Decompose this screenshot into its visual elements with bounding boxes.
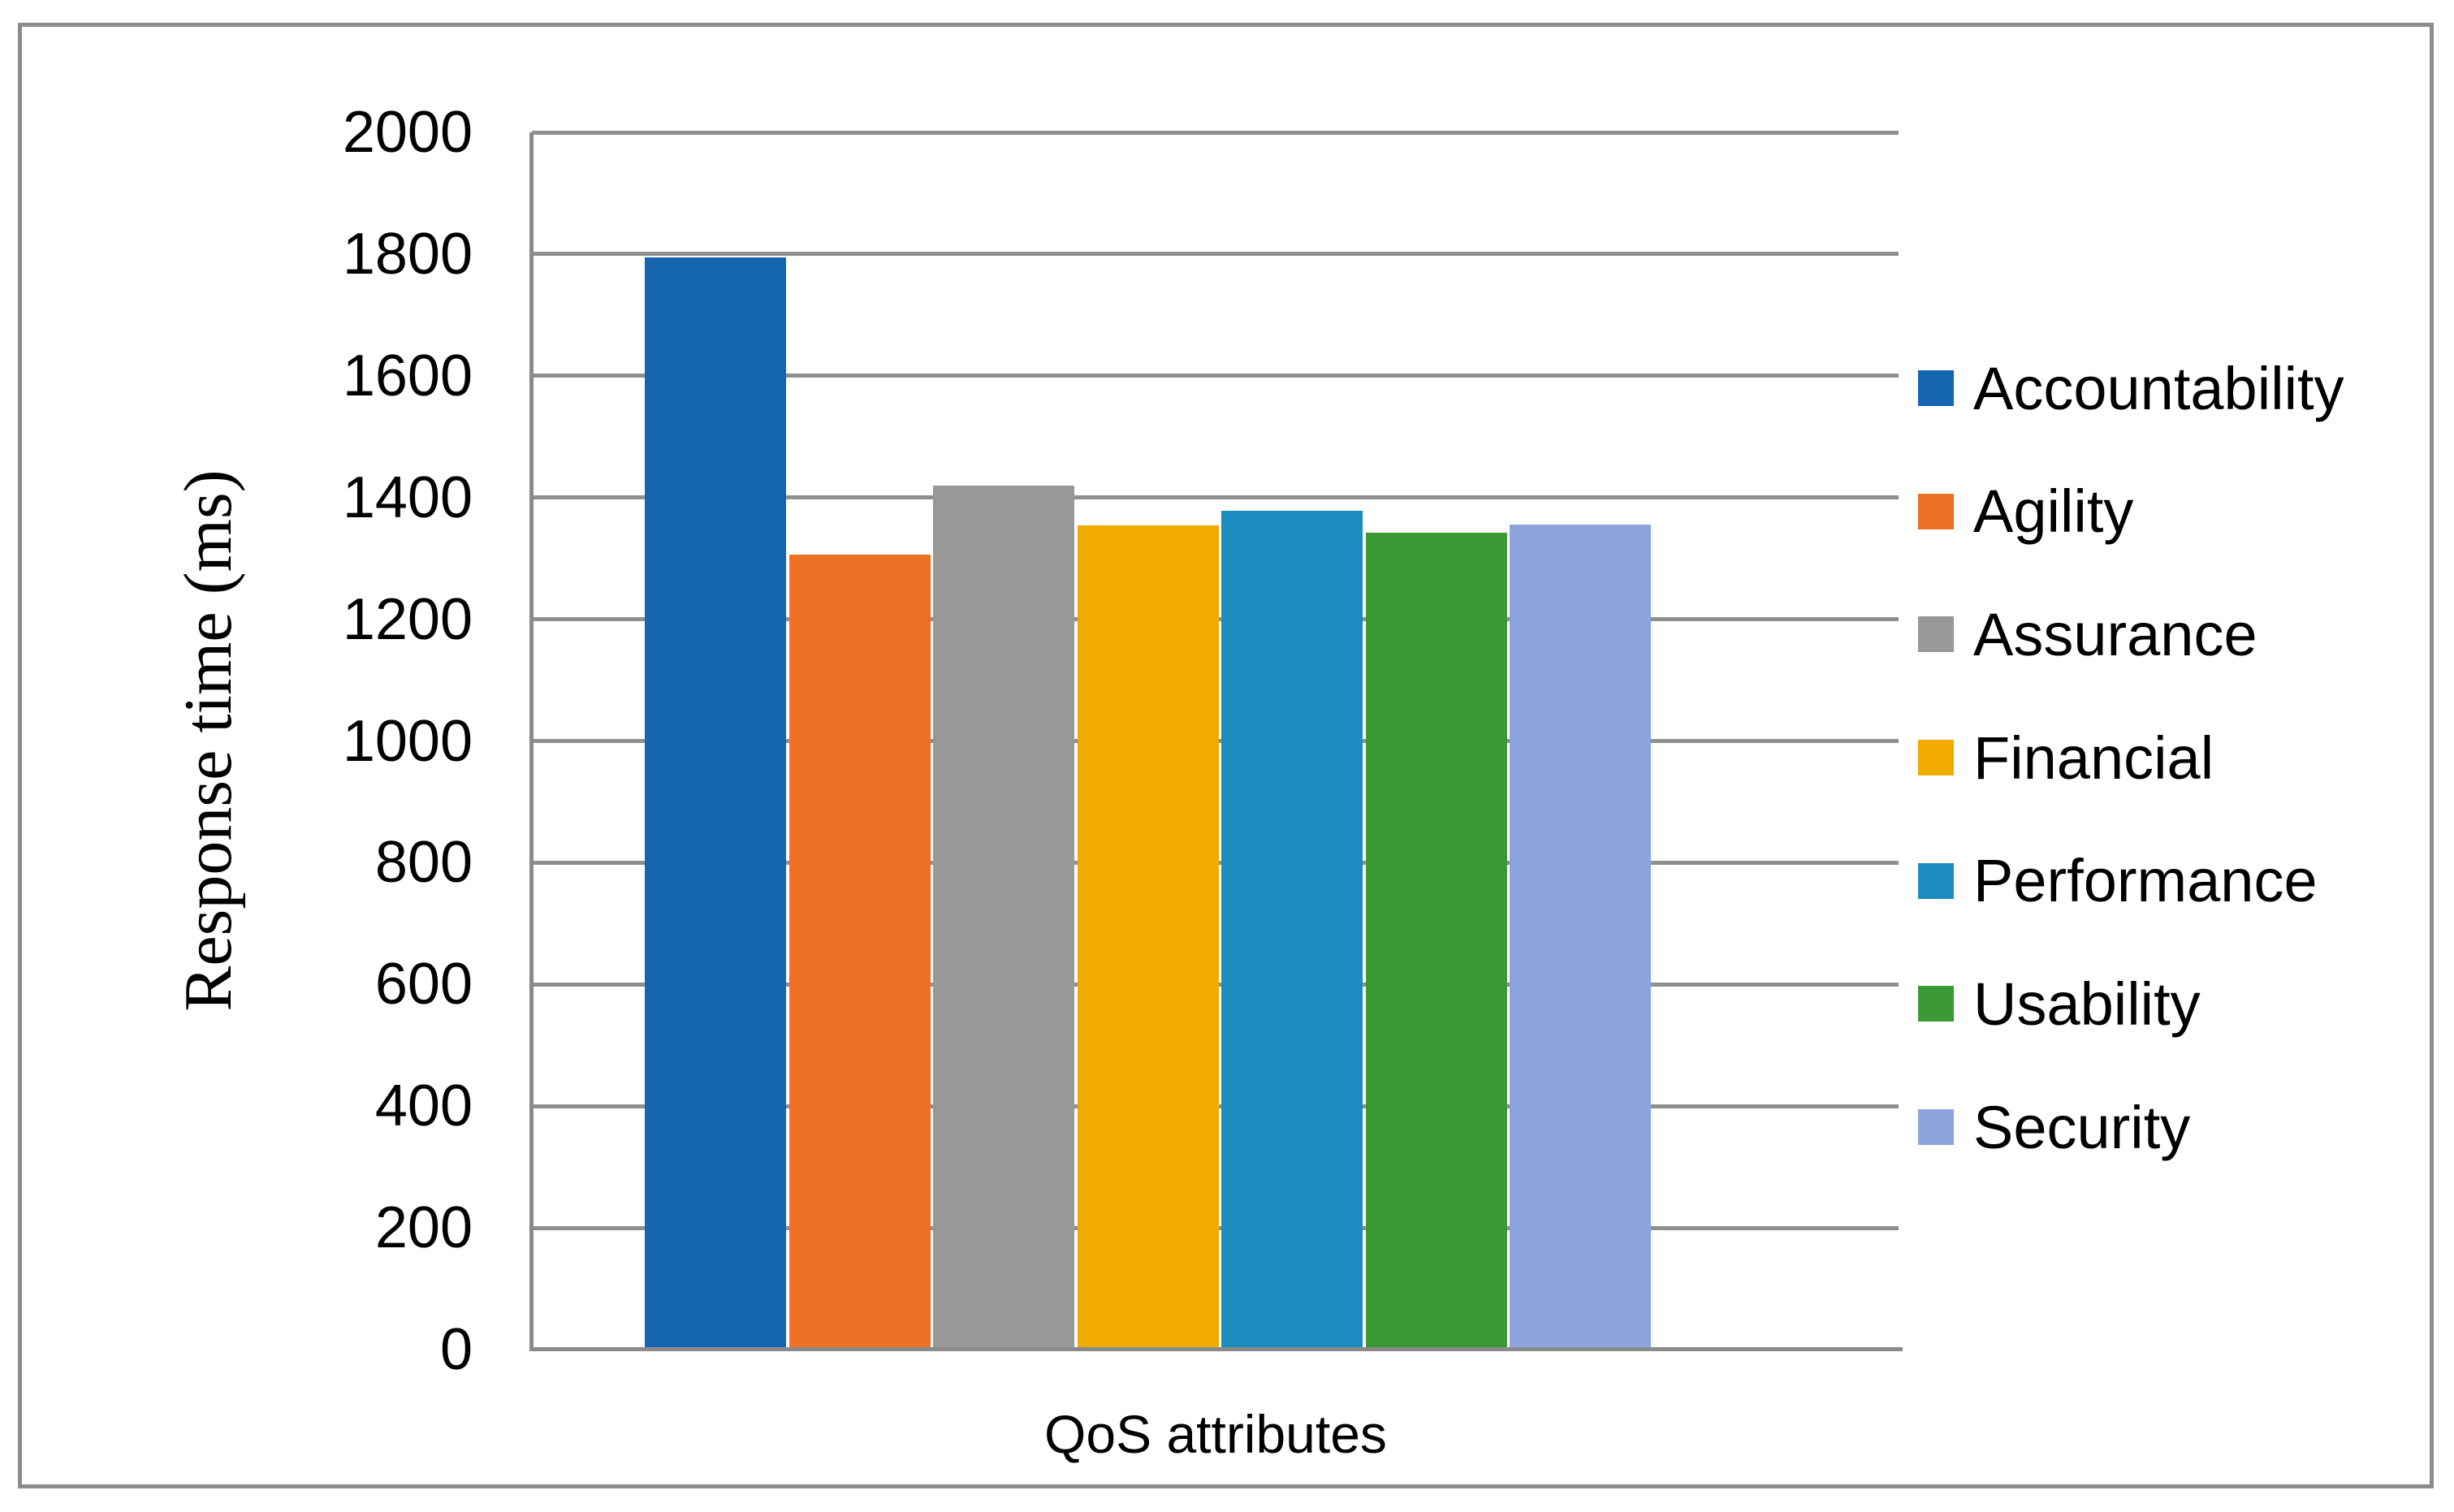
bar-assurance <box>933 486 1074 1350</box>
legend-label-assurance: Assurance <box>1973 600 2257 668</box>
plot-area <box>532 130 1899 1350</box>
legend-label-financial: Financial <box>1973 724 2214 792</box>
y-tick-label-1800: 1800 <box>342 221 473 287</box>
legend-item-performance: Performance <box>1918 819 2318 943</box>
bar-financial <box>1077 525 1219 1350</box>
bar-usability <box>1365 533 1507 1350</box>
y-tick-label-200: 200 <box>374 1195 473 1261</box>
y-tick-label-0: 0 <box>439 1317 473 1382</box>
legend-item-assurance: Assurance <box>1918 572 2257 696</box>
legend-swatch-performance <box>1918 862 1954 899</box>
legend-item-financial: Financial <box>1918 696 2214 819</box>
legend-swatch-usability <box>1918 986 1954 1022</box>
legend-label-usability: Usability <box>1973 970 2201 1038</box>
legend-swatch-agility <box>1918 493 1954 529</box>
bar-performance <box>1221 511 1363 1350</box>
legend-item-agility: Agility <box>1918 450 2133 573</box>
y-tick-label-600: 600 <box>374 952 473 1017</box>
y-tick-label-800: 800 <box>374 830 473 896</box>
legend-swatch-assurance <box>1918 616 1954 653</box>
legend-swatch-accountability <box>1918 370 1954 406</box>
y-tick-label-1200: 1200 <box>342 586 473 652</box>
gridline-2000 <box>532 130 1899 135</box>
chart-border <box>18 23 2434 1488</box>
y-axis-title: Response time (ms) <box>171 469 246 1012</box>
legend-label-agility: Agility <box>1973 477 2134 546</box>
gridline-1400 <box>532 495 1899 500</box>
legend-label-performance: Performance <box>1973 847 2318 915</box>
legend-label-security: Security <box>1973 1093 2191 1161</box>
bar-accountability <box>645 257 786 1350</box>
legend-item-security: Security <box>1918 1065 2190 1189</box>
y-axis-line <box>529 132 534 1351</box>
bar-agility <box>788 555 931 1350</box>
x-axis-title: QoS attributes <box>1044 1404 1387 1464</box>
y-tick-label-2000: 2000 <box>342 100 473 165</box>
legend-item-usability: Usability <box>1918 942 2201 1065</box>
legend-swatch-security <box>1918 1109 1954 1146</box>
gridline-1600 <box>532 374 1899 378</box>
y-tick-label-1400: 1400 <box>342 464 473 530</box>
bar-security <box>1510 524 1651 1350</box>
x-axis-line <box>529 1347 1903 1351</box>
gridline-1800 <box>532 252 1899 257</box>
legend-swatch-financial <box>1918 740 1954 775</box>
y-tick-label-1000: 1000 <box>342 708 473 774</box>
y-tick-label-1600: 1600 <box>342 343 473 408</box>
y-tick-label-400: 400 <box>374 1074 473 1139</box>
legend-label-accountability: Accountability <box>1973 354 2344 422</box>
legend-item-accountability: Accountability <box>1918 326 2344 450</box>
